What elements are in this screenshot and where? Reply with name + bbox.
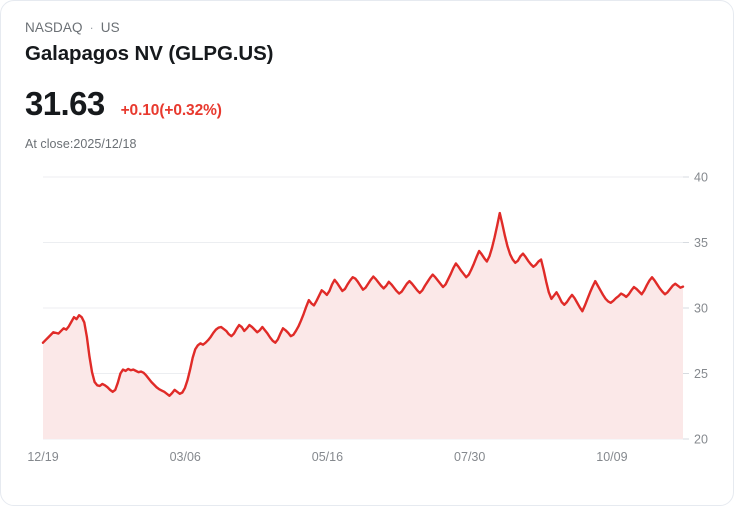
- x-axis-tick-label: 10/09: [596, 450, 627, 464]
- price-change: +0.10(+0.32%): [120, 102, 222, 119]
- page-title: Galapagos NV (GLPG.US): [25, 42, 274, 65]
- x-axis-tick-label: 03/06: [170, 450, 201, 464]
- chart-x-axis: 12/19 03/06 05/16 07/30 10/09: [27, 450, 627, 464]
- y-axis-tick-label: 40: [694, 171, 708, 185]
- x-axis-tick-label: 12/19: [27, 450, 58, 464]
- price-row: 31.63 +0.10(+0.32%): [25, 85, 709, 123]
- x-axis-tick-label: 07/30: [454, 450, 485, 464]
- separator-dot: ·: [89, 20, 94, 35]
- market-status-text: At close:2025/12/18: [25, 137, 137, 151]
- price-value: 31.63: [25, 85, 105, 122]
- exchange-label: NASDAQ: [25, 20, 83, 35]
- price-chart[interactable]: 40 35 30 25 20 12/19 03/06 05/16 07/30 10/09: [1, 161, 734, 481]
- exchange-row: NASDAQ · US: [25, 19, 709, 37]
- chart-area-fill: [43, 213, 683, 439]
- y-axis-tick-label: 25: [694, 367, 708, 381]
- x-axis-tick-label: 05/16: [312, 450, 343, 464]
- y-axis-tick-label: 35: [694, 236, 708, 250]
- chart-line: [41, 211, 685, 397]
- region-label: US: [100, 20, 120, 35]
- price-chart-svg[interactable]: 40 35 30 25 20 12/19 03/06 05/16 07/30 10/09: [1, 161, 734, 481]
- chart-y-axis: 40 35 30 25 20: [683, 171, 708, 447]
- y-axis-tick-label: 20: [694, 433, 708, 447]
- quote-header: NASDAQ · US Galapagos NV (GLPG.US) 31.63…: [1, 1, 733, 151]
- y-axis-tick-label: 30: [694, 302, 708, 316]
